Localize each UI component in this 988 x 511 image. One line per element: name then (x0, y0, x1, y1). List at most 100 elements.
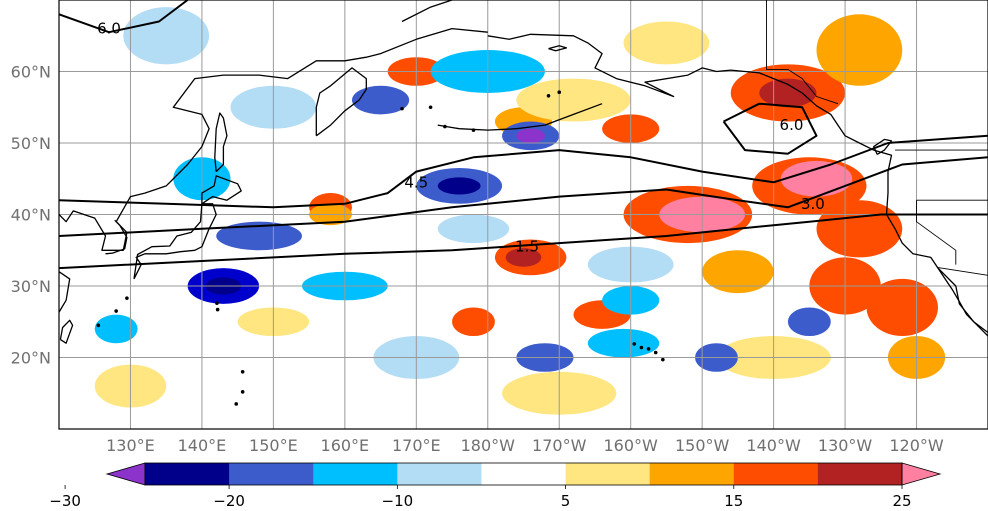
colorbar-bin (397, 463, 482, 485)
coastline-asia-coast (59, 27, 488, 251)
island-marker (471, 128, 476, 132)
coastline-great-lakes-ish (401, 0, 454, 23)
coastline-sakhalin (214, 112, 228, 173)
latitude-label: 40°N (11, 206, 51, 225)
longitude-label: 140°W (746, 436, 801, 455)
coastlines (59, 0, 988, 344)
contour-lines: 1.5 3.0 4.5 6.0 6.0 (59, 0, 988, 270)
coastline-korea-east (105, 219, 128, 255)
island-marker (96, 323, 101, 328)
anomaly-patch (866, 278, 938, 337)
colorbar-bin (733, 463, 819, 485)
colorbar-bin (145, 463, 230, 485)
colorbar-tick-label: 15 (724, 492, 743, 510)
anomaly-patch (516, 78, 631, 122)
colorbar-bin (565, 463, 651, 485)
colorbar-bin (313, 463, 398, 485)
anomaly-patch (94, 314, 138, 344)
island-marker (428, 105, 433, 110)
colorbar-outline (144, 462, 903, 486)
small-islands (96, 90, 665, 406)
island-marker (646, 347, 651, 351)
anomaly-patch (123, 7, 210, 65)
colorbar-tick-label: −20 (213, 492, 245, 510)
colorbar-bin (481, 463, 567, 485)
coastline-st-lawrence-island (548, 45, 568, 52)
longitude-label: 170°E (392, 436, 441, 455)
island-marker (632, 342, 637, 346)
coastline-japan (133, 203, 217, 280)
anomaly-patch (452, 307, 495, 337)
contour-line (722, 102, 818, 155)
longitude-label: 160°E (321, 436, 370, 455)
coastline-kamchatka (315, 67, 367, 137)
colorbar-extend-max (901, 462, 942, 486)
island-marker (639, 345, 644, 350)
latitude-label: 60°N (11, 63, 51, 82)
longitude-label: 130°E (106, 436, 155, 455)
anomaly-patch (780, 160, 853, 197)
colorbar-tick-label: 25 (892, 492, 911, 510)
anomaly-patch (623, 21, 710, 65)
island-marker (653, 350, 658, 355)
longitude-label: 170°W (532, 436, 587, 455)
latitude-label: 20°N (11, 349, 51, 368)
island-marker (546, 94, 551, 98)
colorbar-tick-label: −30 (49, 492, 81, 510)
longitude-label: 120°W (889, 436, 944, 455)
latitude-label: 50°N (11, 134, 51, 153)
contour-label: 1.5 (515, 238, 539, 256)
longitude-label: 180°W (461, 436, 516, 455)
latitude-label: 30°N (11, 277, 51, 296)
graticule (59, 0, 988, 429)
political-borders (766, 0, 988, 276)
colorbar: −30 −20 −10 5 15 25 (49, 462, 942, 510)
coastline-taiwan (59, 319, 74, 344)
anomaly-patch (437, 214, 510, 244)
anomaly-patch (351, 85, 410, 115)
contour-label: 6.0 (780, 116, 804, 134)
anomaly-patch (759, 78, 817, 108)
anomaly-patch (587, 328, 660, 358)
contour-line (59, 213, 988, 270)
longitude-label: 130°W (818, 436, 873, 455)
contour-label: 4.5 (404, 173, 428, 191)
longitude-label: 140°E (178, 436, 227, 455)
contour-line (59, 156, 988, 237)
anomaly-patch (505, 248, 542, 267)
island-marker (234, 402, 239, 406)
island-marker (125, 296, 129, 300)
island-marker (215, 307, 220, 312)
latitude-labels: 60°N 50°N 40°N 30°N 20°N (11, 63, 51, 368)
contour-label: 6.0 (97, 20, 121, 38)
us-mexico-border (937, 266, 988, 276)
map-area: 1.5 3.0 4.5 6.0 6.0 (59, 0, 988, 429)
colorbar-bin (817, 463, 903, 485)
coastline-hokkaido (201, 175, 242, 205)
coastline-baja-california (937, 267, 988, 337)
contour-label: 3.0 (801, 195, 825, 213)
island-marker (215, 301, 219, 305)
colorbar-tick-label: 5 (561, 492, 571, 510)
nv-ca-border (916, 200, 957, 265)
island-marker (114, 309, 118, 313)
colorbar-bin (649, 463, 735, 485)
anomaly-patch (702, 250, 774, 294)
colorbar-extend-min (105, 462, 146, 486)
map-frame-border (58, 0, 988, 430)
longitude-labels: 130°E 140°E 150°E 160°E 170°E 180°W 170°W 160°W… (106, 436, 944, 455)
island-marker (661, 357, 665, 362)
coastline-alaska (487, 33, 988, 334)
anomaly-patch (816, 200, 903, 258)
coastline-aleutians (437, 103, 603, 131)
alaska-canada-border (766, 0, 839, 105)
longitude-label: 150°E (249, 436, 298, 455)
island-marker (443, 124, 447, 129)
island-marker (557, 90, 562, 95)
island-marker (400, 106, 404, 111)
contour-line (59, 134, 988, 209)
anomaly-patch (787, 307, 831, 337)
coastline-china-coast (59, 271, 71, 314)
colorbar-bin (229, 463, 314, 485)
